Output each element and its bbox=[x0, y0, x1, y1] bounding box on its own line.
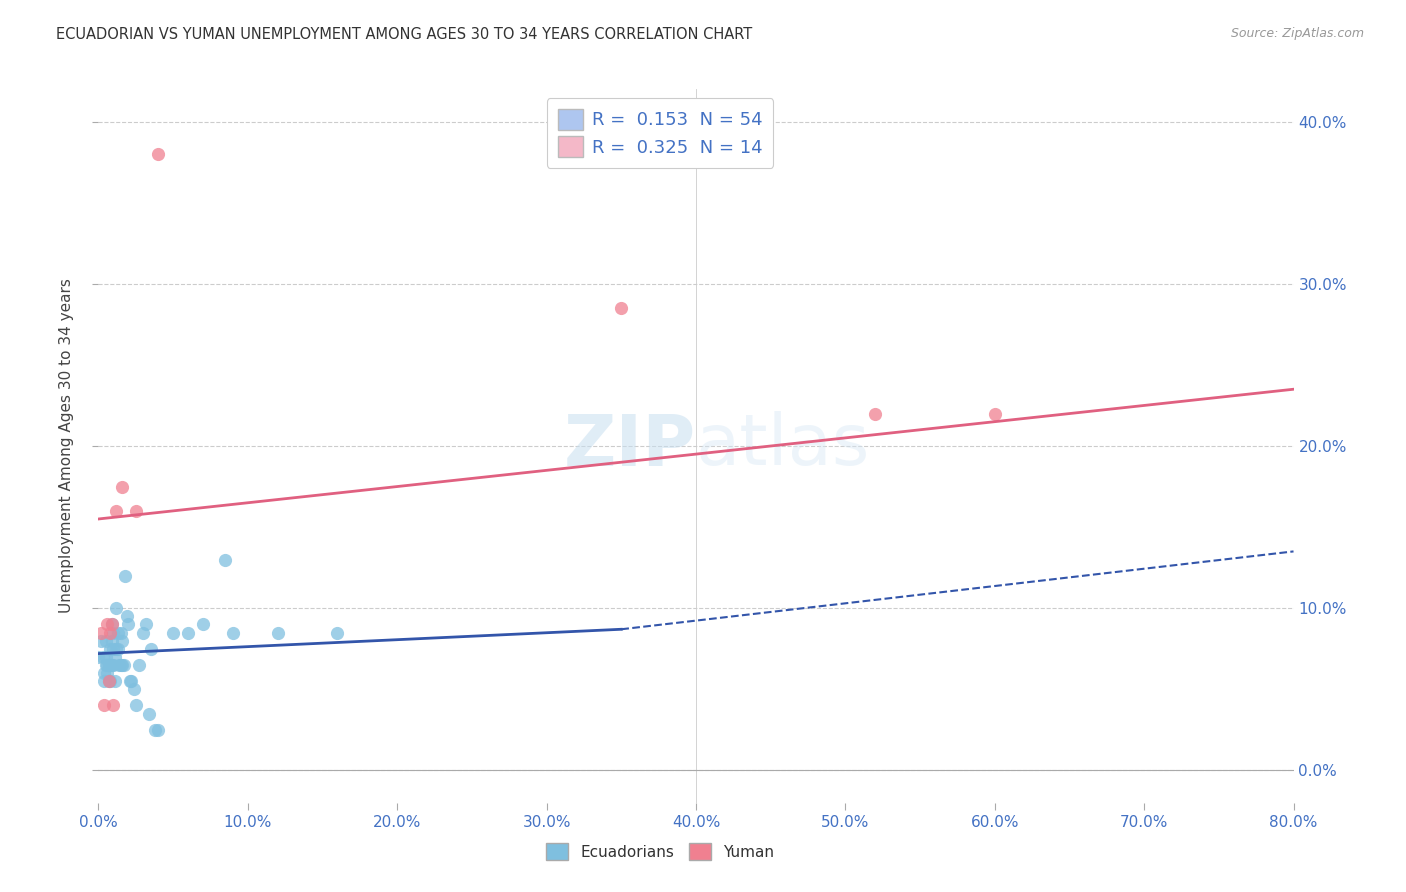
Point bbox=[96, 657, 118, 672]
Point bbox=[91, 649, 114, 664]
Point bbox=[105, 641, 128, 656]
Point bbox=[148, 147, 170, 161]
Point bbox=[118, 674, 141, 689]
Point bbox=[111, 479, 134, 493]
Point bbox=[111, 657, 134, 672]
Point bbox=[101, 617, 124, 632]
Point bbox=[222, 625, 245, 640]
Point bbox=[138, 706, 160, 721]
Point bbox=[107, 625, 129, 640]
Point bbox=[105, 601, 128, 615]
Point bbox=[139, 641, 162, 656]
Point bbox=[100, 657, 122, 672]
Point bbox=[94, 657, 117, 672]
Point bbox=[96, 666, 118, 681]
Text: ZIP: ZIP bbox=[564, 411, 696, 481]
Point bbox=[97, 674, 120, 689]
Point bbox=[267, 625, 290, 640]
Point bbox=[610, 301, 633, 315]
Point bbox=[125, 504, 148, 518]
Point bbox=[114, 568, 136, 582]
Point bbox=[94, 649, 117, 664]
Point bbox=[101, 657, 124, 672]
Point bbox=[90, 633, 112, 648]
Point bbox=[124, 682, 146, 697]
Point bbox=[128, 657, 150, 672]
Point bbox=[120, 674, 142, 689]
Point bbox=[97, 674, 120, 689]
Point bbox=[87, 649, 110, 664]
Point bbox=[865, 407, 887, 421]
Point bbox=[100, 625, 122, 640]
Point bbox=[101, 617, 124, 632]
Text: atlas: atlas bbox=[696, 411, 870, 481]
Point bbox=[191, 617, 214, 632]
Point bbox=[103, 657, 125, 672]
Point bbox=[104, 674, 127, 689]
Point bbox=[105, 504, 128, 518]
Point bbox=[90, 625, 112, 640]
Point bbox=[111, 633, 134, 648]
Point bbox=[135, 617, 157, 632]
Point bbox=[148, 723, 170, 737]
Point bbox=[125, 698, 148, 713]
Point bbox=[101, 633, 124, 648]
Legend: Ecuadorians, Yuman: Ecuadorians, Yuman bbox=[540, 837, 780, 866]
Point bbox=[103, 641, 125, 656]
Point bbox=[93, 666, 115, 681]
Point bbox=[326, 625, 349, 640]
Point bbox=[143, 723, 166, 737]
Point bbox=[115, 609, 138, 624]
Point bbox=[93, 674, 115, 689]
Point bbox=[107, 641, 129, 656]
Point bbox=[112, 657, 135, 672]
Point bbox=[117, 617, 139, 632]
Point bbox=[103, 698, 125, 713]
Text: ECUADORIAN VS YUMAN UNEMPLOYMENT AMONG AGES 30 TO 34 YEARS CORRELATION CHART: ECUADORIAN VS YUMAN UNEMPLOYMENT AMONG A… bbox=[56, 27, 752, 42]
Point bbox=[96, 617, 118, 632]
Point bbox=[100, 674, 122, 689]
Point bbox=[100, 641, 122, 656]
Point bbox=[104, 649, 127, 664]
Text: Source: ZipAtlas.com: Source: ZipAtlas.com bbox=[1230, 27, 1364, 40]
Point bbox=[94, 633, 117, 648]
Point bbox=[97, 657, 120, 672]
Point bbox=[108, 657, 131, 672]
Point bbox=[162, 625, 184, 640]
Point bbox=[110, 657, 132, 672]
Point bbox=[177, 625, 200, 640]
Y-axis label: Unemployment Among Ages 30 to 34 years: Unemployment Among Ages 30 to 34 years bbox=[59, 278, 75, 614]
Point bbox=[93, 698, 115, 713]
Point bbox=[103, 625, 125, 640]
Point bbox=[110, 625, 132, 640]
Point bbox=[984, 407, 1007, 421]
Point bbox=[214, 552, 236, 566]
Point bbox=[132, 625, 155, 640]
